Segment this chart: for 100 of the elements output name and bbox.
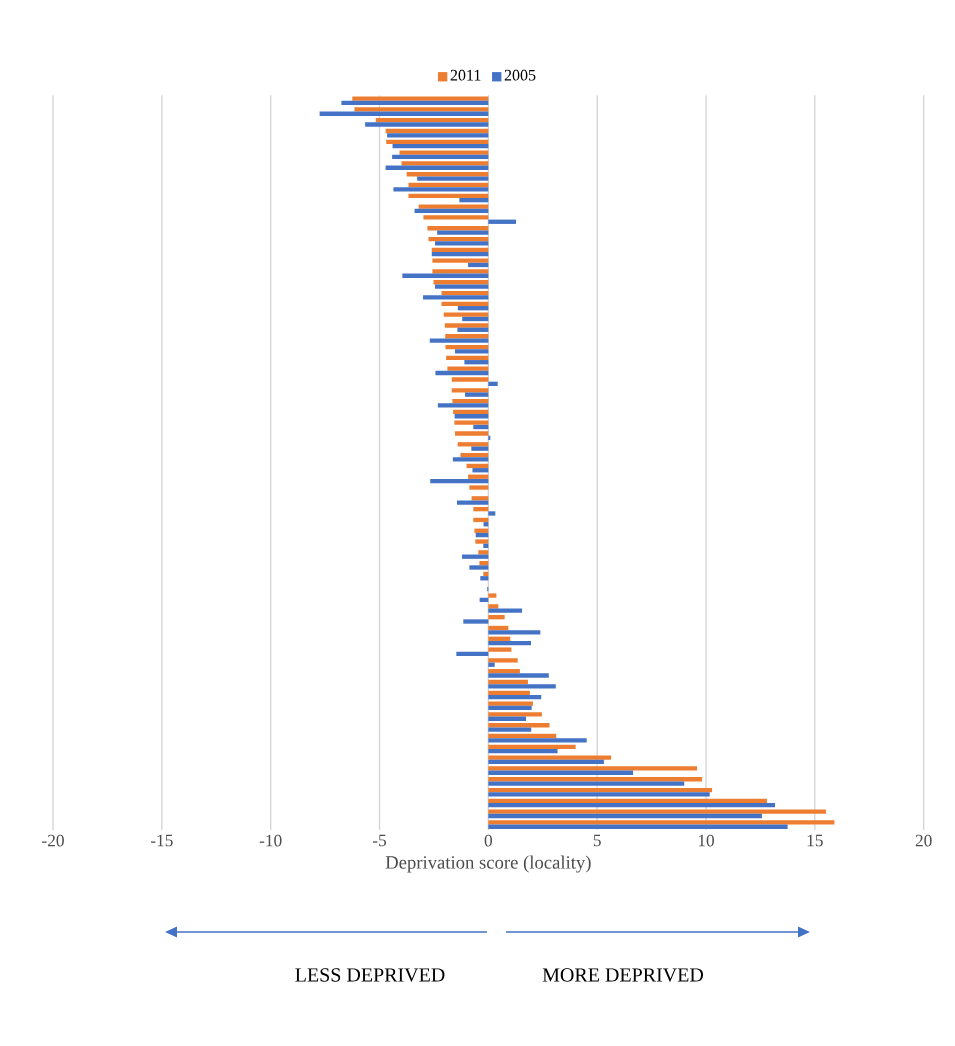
x-tick-label: 10 [698, 834, 715, 847]
bar [454, 414, 489, 419]
bar [392, 143, 489, 149]
bar [427, 226, 489, 231]
bar [452, 457, 489, 462]
x-tick-label: 5 [593, 834, 601, 847]
bar [483, 571, 489, 577]
bar [459, 197, 489, 203]
bar [431, 252, 489, 257]
bar [488, 824, 788, 829]
bar [457, 306, 489, 311]
bar [462, 554, 489, 559]
bar [479, 561, 489, 566]
bar [435, 284, 489, 289]
bar [488, 803, 775, 808]
bar [488, 792, 710, 797]
bar [354, 107, 489, 112]
bar [341, 100, 489, 106]
bar [473, 506, 489, 512]
bar [488, 669, 520, 674]
bar [423, 215, 489, 220]
bar [488, 798, 767, 804]
bar [488, 738, 587, 743]
bar [399, 150, 489, 155]
bar [488, 630, 541, 635]
bar [387, 133, 489, 138]
bar [408, 193, 489, 198]
bar [488, 705, 532, 711]
bar [375, 118, 489, 123]
bar [488, 820, 835, 825]
bar [468, 474, 489, 479]
bar [488, 777, 703, 782]
bar [451, 388, 489, 393]
bar [446, 355, 489, 361]
bar [473, 424, 489, 430]
bar [432, 258, 489, 263]
bar [445, 344, 489, 350]
bar [488, 813, 762, 819]
bar [428, 236, 489, 242]
bar [431, 247, 489, 253]
bar [488, 640, 531, 646]
bar [488, 690, 530, 695]
bar [417, 176, 489, 181]
bar [488, 673, 549, 678]
bar [402, 273, 489, 278]
bar [475, 539, 489, 544]
bar [488, 679, 528, 685]
bar [488, 604, 499, 609]
legend-label: 2005 [504, 69, 536, 81]
bar [488, 759, 604, 765]
bar [435, 241, 489, 246]
bar [488, 658, 518, 663]
bar [454, 420, 489, 425]
bar [488, 809, 826, 814]
bar [386, 139, 489, 144]
bar [443, 312, 489, 317]
bar [445, 334, 489, 339]
x-tick-label: -15 [150, 834, 173, 847]
bar [488, 219, 516, 224]
bar [488, 593, 497, 598]
x-tick-label: -20 [42, 834, 64, 847]
bar [488, 608, 523, 613]
bar [488, 748, 558, 754]
bar [488, 716, 526, 721]
bar [488, 636, 511, 641]
bar [488, 694, 542, 700]
bar [488, 625, 509, 631]
bar [474, 528, 489, 533]
bar [488, 787, 713, 793]
text: LESS DEPRIVED [295, 968, 445, 982]
x-tick-label: -5 [372, 834, 387, 847]
bar [456, 500, 489, 505]
bar [441, 290, 489, 296]
bar [468, 262, 489, 268]
bar [469, 485, 489, 490]
bar [472, 468, 489, 473]
bar [408, 182, 489, 188]
bar [453, 409, 489, 415]
bar [478, 550, 489, 555]
legend-label: 2011 [450, 69, 481, 81]
bar [392, 154, 489, 160]
bar [488, 647, 512, 652]
bar [365, 122, 489, 127]
bar [429, 338, 489, 343]
x-tick-label: 20 [915, 834, 932, 847]
bar [488, 781, 685, 786]
bar [464, 360, 489, 365]
bar [441, 301, 489, 307]
bar [437, 230, 489, 235]
bar [452, 398, 489, 404]
x-axis-title: Deprivation score (locality) [385, 855, 591, 873]
bar [473, 517, 489, 523]
bar [488, 684, 556, 689]
bar [435, 370, 489, 376]
bar [385, 128, 489, 134]
bar [488, 615, 505, 620]
x-tick-label: 15 [807, 834, 823, 847]
bar [414, 208, 489, 214]
bar [488, 766, 698, 771]
bar [455, 431, 489, 436]
